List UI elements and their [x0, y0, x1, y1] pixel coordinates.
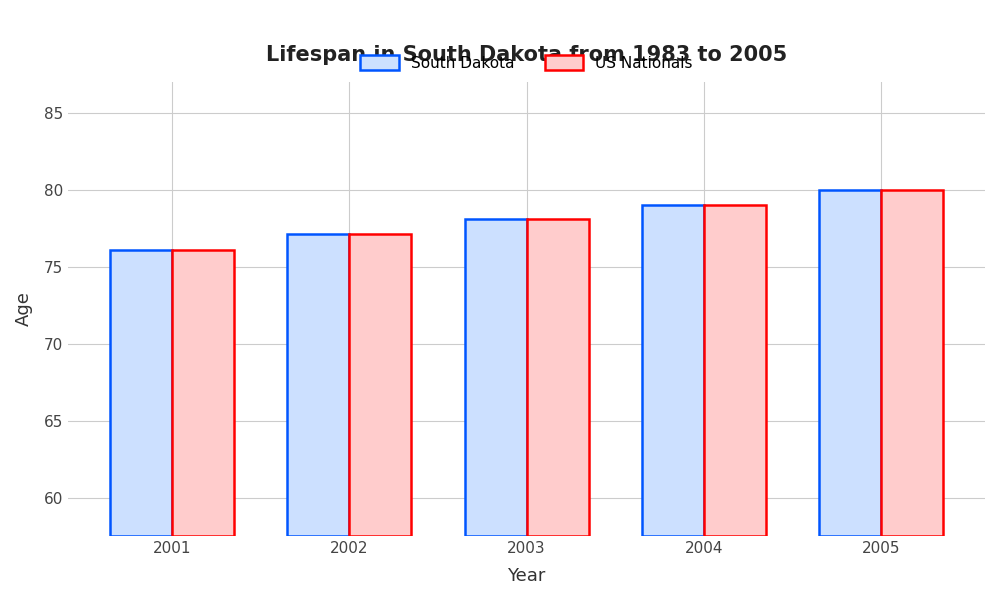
Legend: South Dakota, US Nationals: South Dakota, US Nationals [354, 49, 699, 77]
Bar [704, 205, 766, 536]
Bar [819, 190, 881, 536]
Bar [110, 250, 172, 536]
Bar [172, 250, 234, 536]
Bar [642, 205, 704, 536]
Bar [465, 219, 527, 536]
Bar [527, 219, 589, 536]
Title: Lifespan in South Dakota from 1983 to 2005: Lifespan in South Dakota from 1983 to 20… [266, 45, 787, 65]
Bar [287, 234, 349, 536]
X-axis label: Year: Year [507, 567, 546, 585]
Bar [349, 234, 411, 536]
Bar [881, 190, 943, 536]
Y-axis label: Age: Age [15, 292, 33, 326]
